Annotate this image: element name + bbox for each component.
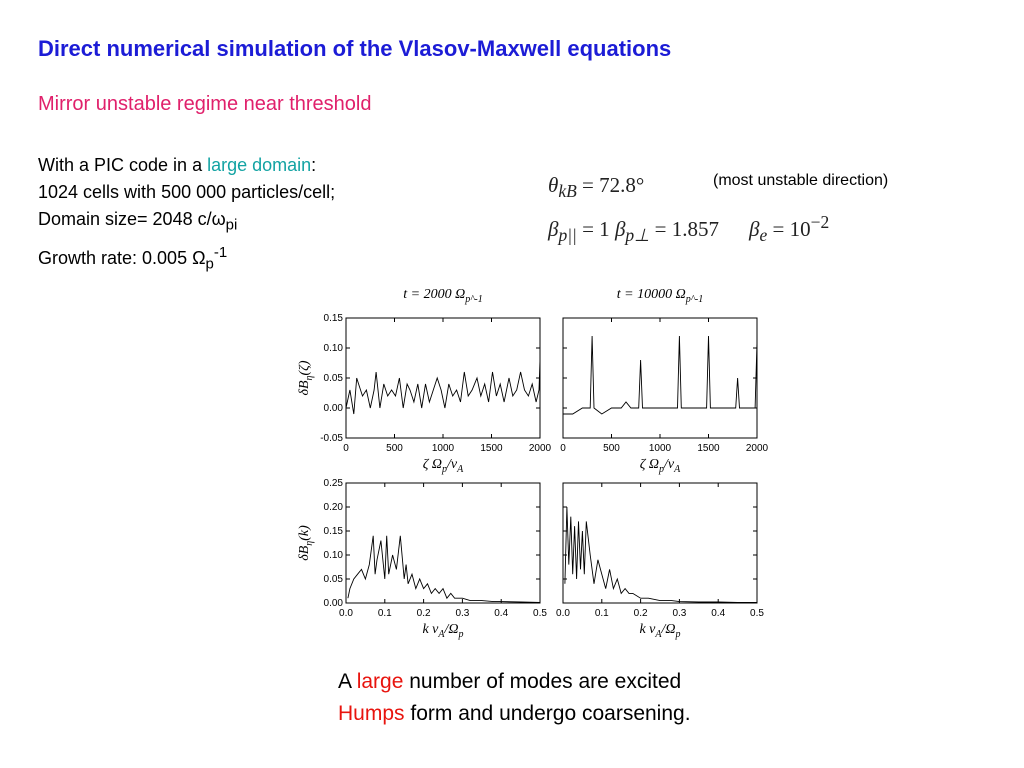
beta-e-sub: e (759, 225, 768, 246)
x-tick-label: 0.3 (455, 608, 469, 619)
info-line-cells: 1024 cells with 500 000 particles/cell; (38, 182, 336, 202)
y-tick-label: -0.05 (320, 433, 343, 444)
panel-title: t = 10000 Ωp^-1 (617, 287, 704, 305)
theta-sub: kB (558, 181, 577, 202)
beta-perp-symbol: β (614, 217, 626, 242)
conclusion-1-b: number of modes are excited (403, 670, 682, 693)
page-subtitle: Mirror unstable regime near threshold (38, 93, 372, 115)
page-title: Direct numerical simulation of the Vlaso… (38, 36, 672, 61)
x-tick-label: 0.2 (417, 608, 431, 619)
x-axis-label: k vA/Ωp (639, 622, 680, 640)
x-tick-label: 2000 (746, 443, 769, 454)
theta-value: = 72.8° (582, 173, 645, 197)
y-tick-label: 0.10 (324, 343, 344, 354)
x-tick-label: 0.0 (339, 608, 353, 619)
conclusion-1-emphasis: large (356, 670, 404, 693)
x-axis-label: k vA/Ωp (422, 622, 463, 640)
y-tick-label: 0.00 (324, 403, 344, 414)
parameter-equations: θkB = 72.8° βp|| = 1 βp⊥ = 1.857 βe = 10−… (548, 170, 829, 251)
x-tick-label: 0 (560, 443, 566, 454)
y-tick-label: 0.00 (324, 598, 344, 609)
plot-frame (345, 482, 541, 604)
chart-panel-2: 0 500 1000 1500 2000 (560, 317, 769, 454)
conclusion-line-2: Humps form and undergo coarsening. (338, 698, 691, 730)
simulation-info: With a PIC code in a large domain: 1024 … (38, 152, 335, 277)
beta-e-value: = 10 (772, 217, 811, 242)
info-code-highlight: large domain (207, 155, 312, 175)
x-tick-label: 500 (386, 443, 403, 454)
y-axis-label: δBη(k) (297, 525, 315, 561)
series-line (563, 335, 758, 415)
info-growth-sup: -1 (213, 243, 228, 261)
x-axis-label: ζ Ωp/vA (640, 457, 681, 475)
info-domain-sub: pi (225, 216, 238, 234)
chart-panel-4: 0.0 0.1 0.2 0.3 0.4 0.5 (556, 482, 764, 619)
beta-perp-value: = 1.857 (654, 217, 719, 242)
info-line-growth: Growth rate: 0.005 Ωp-1 (38, 239, 335, 278)
x-tick-label: 0.4 (711, 608, 725, 619)
x-tick-label: 2000 (529, 443, 552, 454)
info-code-prefix: With a PIC code in a (38, 155, 208, 175)
x-tick-label: 0.5 (533, 608, 547, 619)
x-tick-label: 1000 (432, 443, 455, 454)
x-tick-label: 0.0 (556, 608, 570, 619)
y-tick-label: 0.15 (324, 526, 344, 537)
info-growth-prefix: Growth rate: 0.005 Ω (38, 247, 206, 268)
panel-title: t = 2000 Ωp^-1 (403, 287, 483, 305)
conclusion-line-1: A large number of modes are excited (338, 666, 691, 698)
conclusion-text: A large number of modes are excited Hump… (338, 666, 691, 730)
x-tick-label: 1500 (480, 443, 503, 454)
y-tick-label: 0.15 (324, 313, 344, 324)
x-tick-label: 500 (603, 443, 620, 454)
x-tick-label: 0 (343, 443, 349, 454)
beta-par-symbol: β (548, 217, 559, 242)
y-tick-label: 0.05 (324, 373, 344, 384)
info-growth-sub: p (205, 255, 214, 273)
direction-note: (most unstable direction) (713, 172, 889, 189)
plot-frame (562, 482, 758, 604)
chart-panel-3: 0.0 0.1 0.2 0.3 0.4 0.5 0.25 0.20 0.15 0.10 0.05 0.… (324, 478, 548, 619)
conclusion-2-b: form and undergo coarsening. (404, 702, 691, 725)
info-line-domain: Domain size= 2048 c/ωpi (38, 206, 335, 239)
x-tick-label: 0.2 (634, 608, 648, 619)
x-axis-label: ζ Ωp/vA (423, 457, 464, 475)
x-tick-label: 1500 (697, 443, 720, 454)
info-code-suffix: : (311, 155, 317, 175)
y-axis-label: δBη(ζ) (297, 360, 315, 395)
x-tick-label: 1000 (649, 443, 672, 454)
y-tick-label: 0.25 (324, 478, 344, 489)
x-tick-label: 0.1 (378, 608, 392, 619)
beta-e-exponent: −2 (810, 212, 830, 233)
theta-symbol: θ (548, 173, 559, 197)
y-tick-label: 0.20 (324, 502, 344, 513)
beta-perp-sub: p⊥ (625, 225, 650, 246)
info-domain-prefix: Domain size= 2048 c/ω (38, 209, 226, 229)
x-tick-label: 0.3 (672, 608, 686, 619)
series-line (564, 506, 757, 603)
beta-par-sub: p|| (558, 225, 577, 246)
x-tick-label: 0.5 (750, 608, 764, 619)
conclusion-2-emphasis: Humps (338, 702, 405, 725)
beta-equations: βp|| = 1 βp⊥ = 1.857 βe = 10−2 (548, 207, 829, 251)
info-line-code: With a PIC code in a large domain: (38, 152, 335, 179)
y-tick-label: 0.05 (324, 574, 344, 585)
series-line (347, 535, 541, 603)
beta-par-value: = 1 (582, 217, 610, 242)
x-tick-label: 0.1 (595, 608, 609, 619)
chart-panel-1: 0 500 1000 1500 2000 0.15 0.10 0.05 0.00 -0.05 (320, 313, 551, 454)
series-line (345, 359, 541, 415)
x-tick-label: 0.4 (494, 608, 508, 619)
beta-e-symbol: β (749, 217, 760, 242)
y-tick-label: 0.10 (324, 550, 344, 561)
theta-equation: θkB = 72.8° (548, 170, 829, 207)
conclusion-1-a: A (338, 670, 357, 693)
